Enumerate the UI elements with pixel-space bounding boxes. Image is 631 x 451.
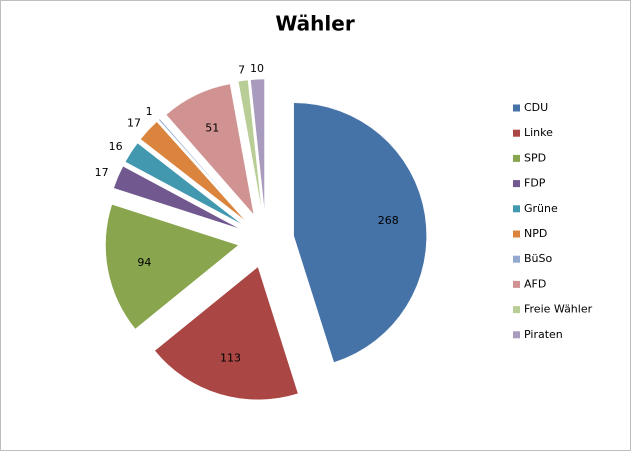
legend-label: SPD	[524, 151, 546, 164]
legend-swatch	[513, 230, 520, 238]
data-label: 7	[238, 64, 245, 77]
data-label: 51	[205, 122, 219, 135]
data-label: 17	[127, 116, 141, 129]
data-label: 1	[146, 105, 153, 118]
pie-slice	[105, 204, 239, 330]
legend-label: BüSo	[524, 252, 553, 265]
legend-label: CDU	[524, 101, 548, 114]
pie-slice	[113, 165, 241, 230]
pie-slice	[140, 121, 246, 222]
data-label: 10	[250, 62, 264, 75]
legend-label: NPD	[524, 227, 547, 240]
legend-swatch	[513, 154, 520, 162]
data-label: 94	[137, 256, 151, 269]
data-label: 17	[95, 166, 109, 179]
legend-swatch	[513, 205, 520, 213]
legend-swatch	[513, 180, 520, 188]
legend-label: Freie Wähler	[524, 303, 593, 316]
legend-label: Piraten	[524, 328, 563, 341]
data-label: 268	[378, 214, 399, 227]
legend-label: Linke	[524, 126, 553, 139]
legend-swatch	[513, 129, 520, 137]
legend-swatch	[513, 280, 520, 288]
data-label: 16	[109, 140, 123, 153]
legend-swatch	[513, 331, 520, 339]
pie-slice	[124, 142, 243, 225]
chart-title: Wähler	[275, 12, 355, 36]
legend-label: AFD	[524, 277, 546, 290]
legend-label: FDP	[524, 177, 546, 190]
legend-label: Grüne	[524, 202, 558, 215]
pie-slice	[250, 78, 265, 213]
pie-slice	[165, 83, 255, 216]
legend-swatch	[513, 104, 520, 112]
data-label: 113	[220, 352, 241, 365]
pie-slice	[293, 102, 427, 363]
pie-slice	[158, 118, 248, 220]
legend-swatch	[513, 306, 520, 314]
pie-slice	[154, 266, 299, 401]
pie-slice	[237, 79, 263, 213]
legend-swatch	[513, 255, 520, 263]
